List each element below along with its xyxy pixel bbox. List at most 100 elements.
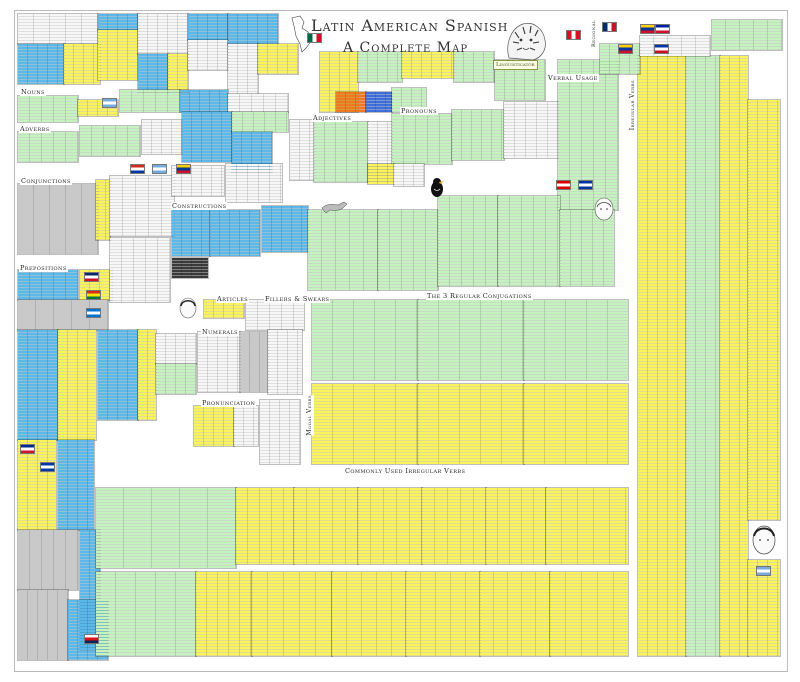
map-outline-icon	[291, 15, 313, 53]
table-block	[57, 329, 97, 441]
table-block	[523, 299, 629, 381]
table-block	[97, 13, 139, 31]
table-block	[17, 183, 99, 255]
flag-icon	[130, 164, 145, 174]
table-block	[137, 329, 157, 421]
table-block	[523, 383, 629, 465]
table-block	[187, 13, 229, 41]
table-block	[405, 571, 481, 657]
table-block	[747, 559, 781, 657]
table-block	[57, 439, 95, 531]
table-block	[637, 55, 687, 657]
section-numerals: Numerals	[201, 328, 239, 336]
flag-icon	[40, 462, 55, 472]
flag-icon	[84, 634, 99, 644]
table-block	[313, 121, 369, 183]
table-block	[261, 205, 309, 253]
table-block	[685, 55, 721, 657]
section-regular-conjugations: The 3 Regular Conjugations	[426, 292, 533, 300]
table-block	[195, 571, 253, 657]
table-block	[79, 125, 141, 157]
table-block	[231, 111, 289, 133]
table-block	[187, 39, 229, 71]
table-block	[95, 487, 237, 569]
table-block	[549, 571, 629, 657]
flag-icon	[578, 180, 593, 190]
table-block	[109, 175, 175, 237]
flag-icon	[86, 308, 101, 318]
table-block	[17, 589, 69, 661]
table-block	[95, 179, 111, 241]
section-fillers: Fillers & Swears	[264, 295, 331, 303]
table-block	[197, 331, 241, 393]
flag-icon	[640, 24, 655, 34]
table-block	[401, 51, 455, 79]
table-block	[137, 13, 189, 55]
table-block	[17, 439, 57, 531]
poster-title-line2: A Complete Map	[343, 40, 469, 56]
portrait-illustration-2	[179, 297, 197, 319]
section-adjectives: Adjectives	[312, 114, 353, 122]
table-block	[233, 405, 259, 447]
table-block	[17, 269, 79, 301]
linguisticator-logo: Linguisticator	[493, 60, 538, 70]
table-block	[141, 119, 183, 155]
table-block	[421, 487, 487, 565]
table-block	[311, 383, 419, 465]
table-block	[497, 195, 561, 287]
section-irregular-verbs: Commonly Used Irregular Verbs	[344, 467, 467, 475]
table-block	[747, 99, 781, 521]
table-block	[437, 195, 499, 287]
flag-icon	[655, 24, 670, 34]
table-block	[639, 35, 711, 57]
section-irregular-verbs-side: Irregular Verbs	[628, 80, 637, 131]
flag-icon	[654, 44, 669, 54]
section-modal-verbs: Modal Verbs	[305, 395, 314, 436]
section-pronouns: Pronouns	[400, 107, 438, 115]
section-constructions: Constructions	[171, 202, 228, 210]
table-block	[331, 571, 407, 657]
table-block	[391, 113, 453, 165]
table-block	[453, 51, 495, 83]
table-block	[293, 487, 359, 565]
table-block	[155, 333, 197, 365]
section-prepositions: Prepositions	[19, 264, 68, 272]
table-block	[119, 89, 181, 113]
poster-frame	[14, 10, 788, 672]
table-block	[181, 111, 233, 163]
table-block	[17, 529, 79, 591]
table-block	[257, 43, 299, 75]
flag-icon	[20, 444, 35, 454]
table-block	[167, 53, 189, 95]
flag-icon	[86, 290, 101, 300]
table-block	[95, 571, 197, 657]
flag-icon	[556, 180, 571, 190]
table-block	[97, 29, 139, 81]
table-block	[63, 43, 101, 85]
table-block	[109, 237, 171, 303]
flag-icon	[756, 566, 771, 576]
table-block	[559, 209, 615, 287]
flag-icon	[602, 22, 617, 32]
table-block	[171, 257, 209, 279]
table-block	[239, 331, 269, 393]
table-block	[225, 163, 283, 203]
flag-icon	[307, 33, 322, 43]
table-block	[357, 51, 403, 83]
section-conjunctions: Conjunctions	[20, 177, 72, 185]
table-block	[367, 163, 395, 185]
table-block	[479, 571, 551, 657]
table-block	[335, 91, 367, 113]
flag-icon	[84, 272, 99, 282]
table-block	[311, 299, 419, 381]
fox-illustration	[321, 201, 348, 214]
section-adverbs: Adverbs	[19, 125, 51, 133]
table-block	[17, 131, 79, 163]
table-block	[259, 399, 301, 465]
flag-icon	[566, 30, 581, 40]
table-block	[251, 571, 333, 657]
table-block	[245, 299, 305, 331]
section-verbal-usage: Verbal Usage	[547, 74, 599, 82]
table-block	[227, 93, 289, 113]
